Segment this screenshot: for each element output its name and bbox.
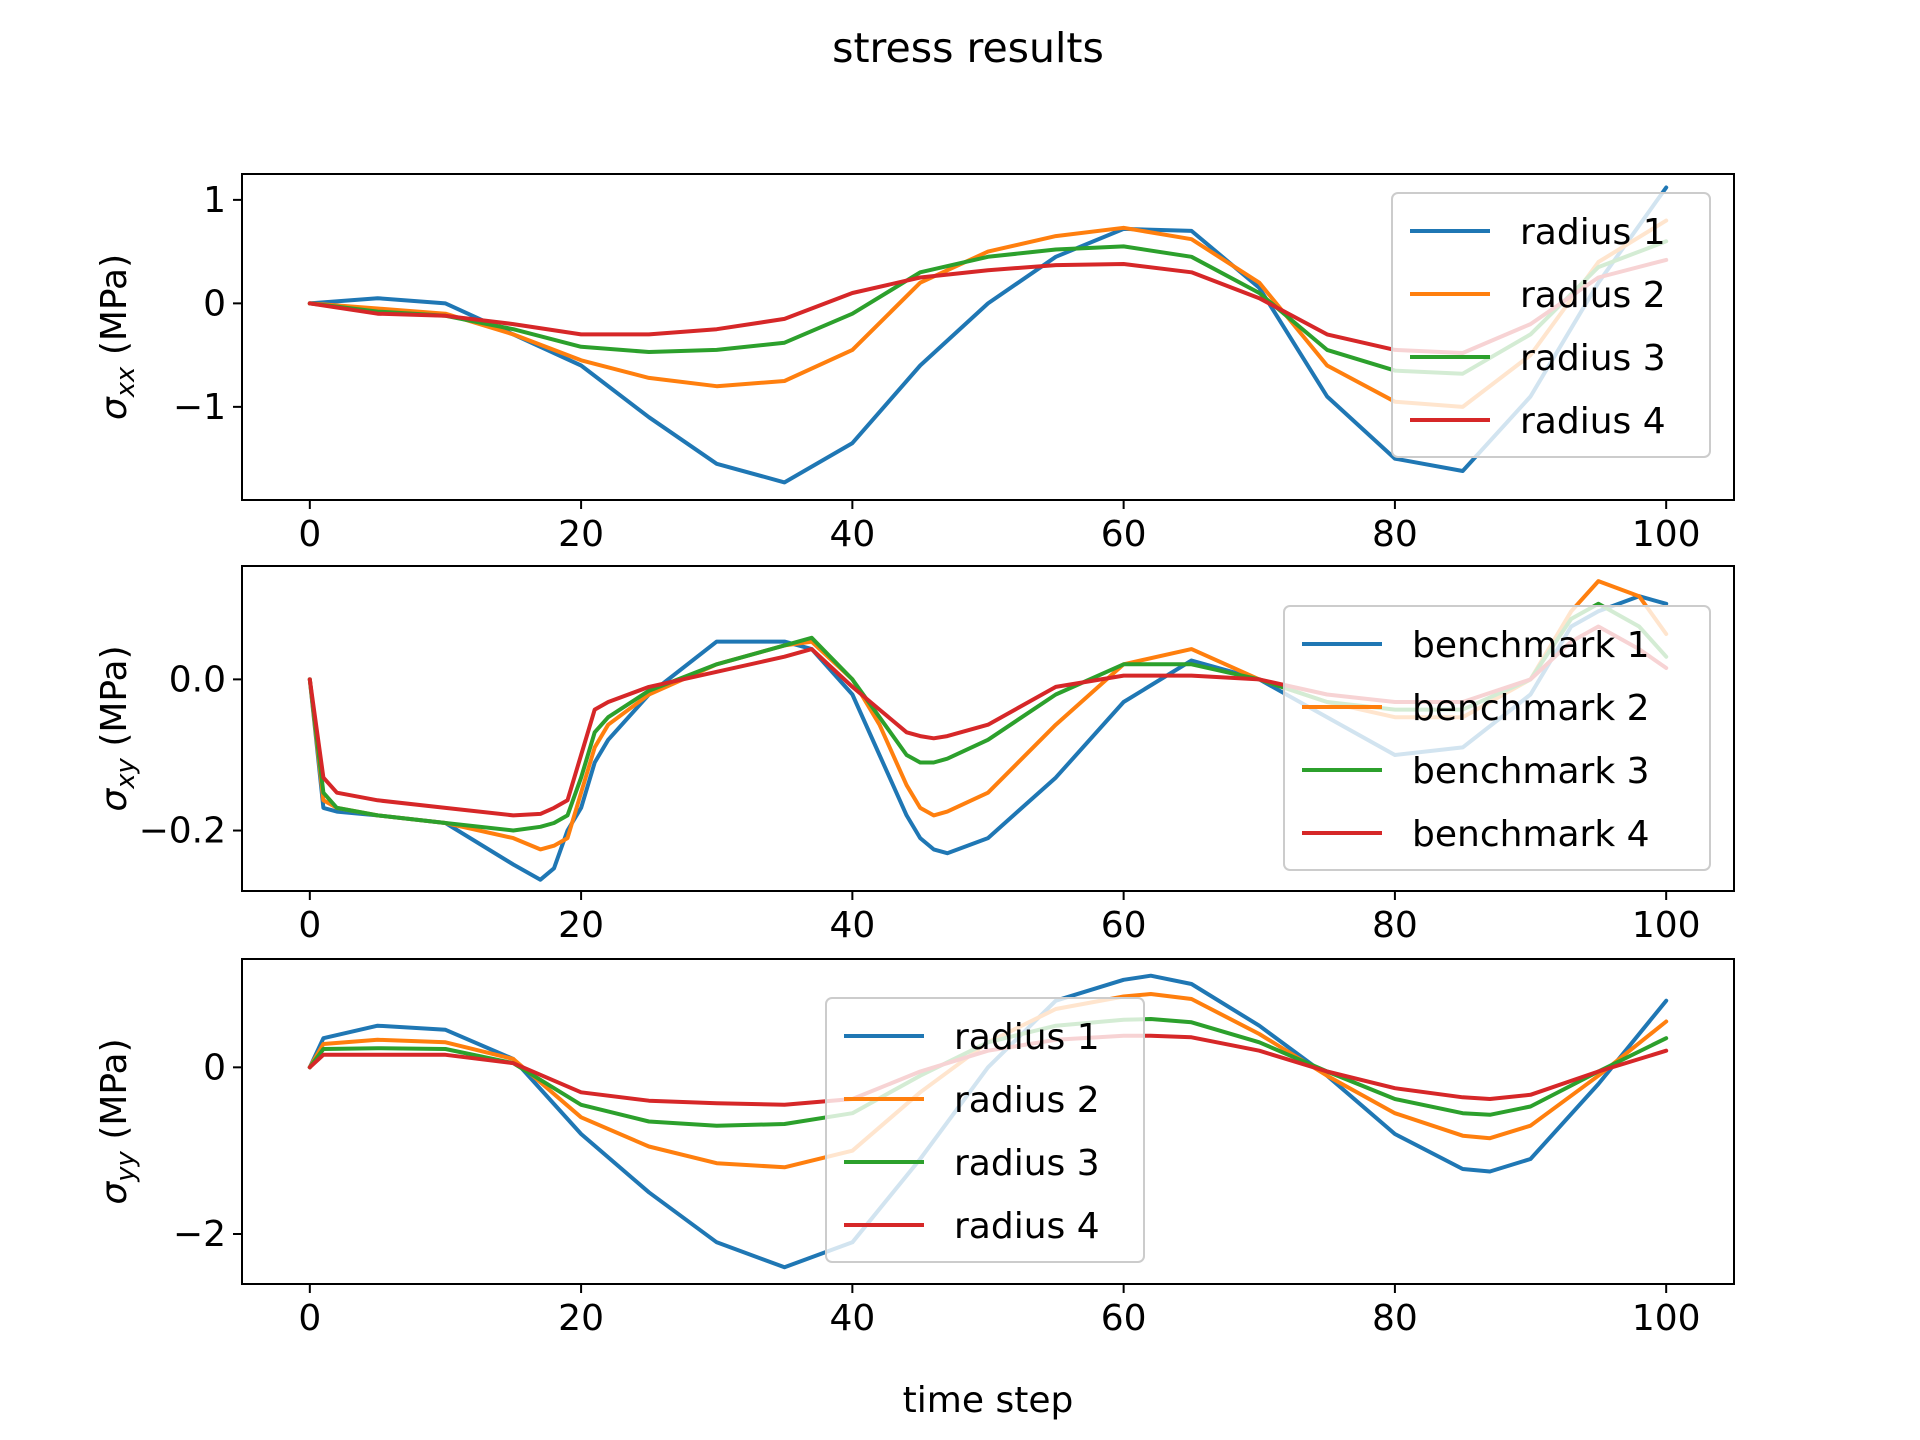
legend-label: benchmark 2 (1412, 688, 1650, 729)
legend-label: benchmark 3 (1412, 751, 1650, 792)
x-tick-label: 80 (1372, 1298, 1418, 1339)
x-tick-label: 0 (298, 514, 321, 555)
legend-label: radius 1 (1520, 212, 1666, 253)
x-tick-label: 100 (1632, 514, 1701, 555)
x-tick-label: 40 (829, 905, 875, 946)
x-tick-label: 0 (298, 905, 321, 946)
x-tick-label: 0 (298, 1298, 321, 1339)
legend-box (1391, 192, 1711, 458)
y-axis-label: σxy (MPa) (94, 645, 141, 811)
legend-label: radius 2 (954, 1080, 1100, 1121)
y-axis-label: σyy (MPa) (94, 1038, 141, 1204)
y-tick-label: −1 (173, 387, 226, 428)
legend: radius 1 radius 2 radius 3 radius 4 (1391, 192, 1711, 458)
y-tick-label: 1 (203, 180, 226, 221)
legend-label: benchmark 1 (1412, 625, 1650, 666)
legend-label: radius 4 (954, 1206, 1100, 1247)
x-tick-label: 60 (1101, 514, 1147, 555)
x-tick-label: 80 (1372, 905, 1418, 946)
x-tick-label: 20 (558, 905, 604, 946)
y-axis-label: σxx (MPa) (94, 254, 141, 420)
axes-frame (241, 173, 1735, 501)
x-tick-label: 60 (1101, 1298, 1147, 1339)
axes-frame (241, 958, 1735, 1285)
legend-label: radius 2 (1520, 275, 1666, 316)
x-tick-label: 40 (829, 514, 875, 555)
x-tick-label: 80 (1372, 514, 1418, 555)
legend-label: radius 3 (1520, 338, 1666, 379)
figure-title: stress results (832, 24, 1104, 72)
legend-label: radius 4 (1520, 401, 1666, 442)
legend-label: radius 1 (954, 1017, 1100, 1058)
x-axis-label: time step (903, 1380, 1074, 1421)
y-tick-label: −0.2 (139, 811, 226, 852)
y-tick-label: −2 (173, 1214, 226, 1255)
x-tick-label: 100 (1632, 905, 1701, 946)
legend: benchmark 1 benchmark 2 benchmark 3 benchma… (1283, 605, 1711, 871)
axes-frame (241, 565, 1735, 892)
legend-label: benchmark 4 (1412, 814, 1650, 855)
y-tick-label: 0 (203, 283, 226, 324)
x-tick-label: 100 (1632, 1298, 1701, 1339)
x-tick-label: 60 (1101, 905, 1147, 946)
x-tick-label: 40 (829, 1298, 875, 1339)
x-tick-label: 20 (558, 514, 604, 555)
legend-box (1283, 605, 1711, 871)
legend-box (825, 997, 1145, 1263)
y-tick-label: 0.0 (169, 659, 226, 700)
x-tick-label: 20 (558, 1298, 604, 1339)
legend-label: radius 3 (954, 1143, 1100, 1184)
subplot-3: 0 20 40 60 80 100 0 −2 σyy (MPa) radius 1 radius 2… (94, 958, 1735, 1339)
legend: radius 1 radius 2 radius 3 radius 4 (825, 997, 1145, 1263)
y-tick-label: 0 (203, 1047, 226, 1088)
